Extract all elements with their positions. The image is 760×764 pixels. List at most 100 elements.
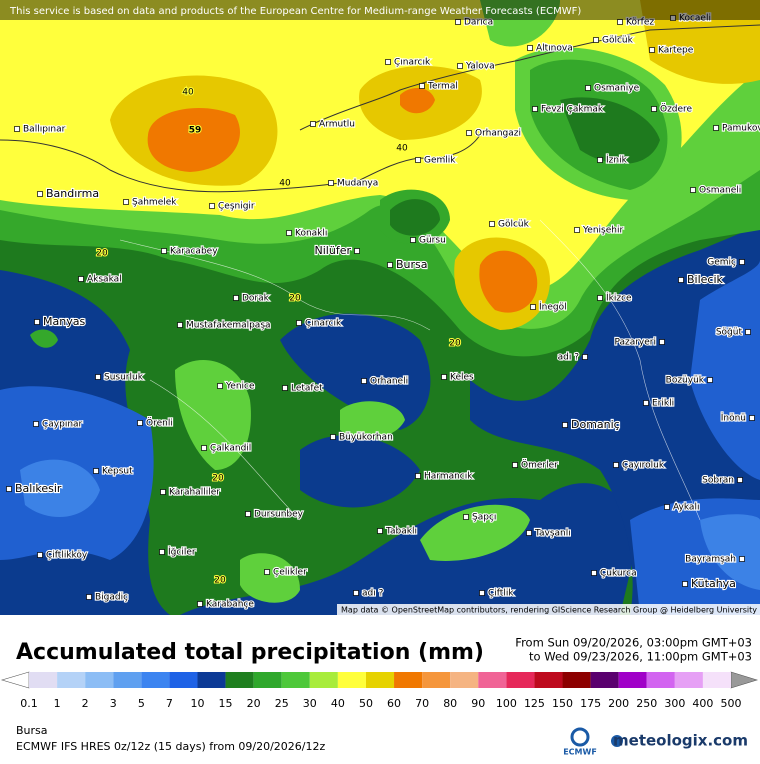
legend-label: 300 bbox=[664, 697, 685, 710]
legend-swatch bbox=[646, 672, 675, 688]
city-marker bbox=[233, 295, 239, 301]
city-marker bbox=[457, 63, 463, 69]
contour-label: 40 bbox=[182, 88, 194, 98]
legend-swatch bbox=[29, 672, 58, 688]
city-label: Ömerler bbox=[521, 460, 558, 471]
city-label: Bursa bbox=[396, 258, 428, 271]
city-label: Çiftlikköy bbox=[46, 551, 88, 561]
legend-swatch bbox=[113, 672, 142, 688]
city-marker bbox=[582, 354, 588, 360]
legend-swatch bbox=[394, 672, 423, 688]
legend-swatch bbox=[309, 672, 338, 688]
city-marker bbox=[385, 59, 391, 65]
city-label: Bozüyük bbox=[666, 376, 705, 386]
city-label: Karacabey bbox=[170, 247, 218, 257]
city-marker bbox=[713, 125, 719, 131]
city-label: Pazaryeri bbox=[614, 338, 656, 348]
legend-label: 200 bbox=[608, 697, 629, 710]
city-label: adı ? bbox=[558, 353, 580, 363]
city-label: Aykalı bbox=[673, 503, 699, 513]
city-marker bbox=[678, 277, 684, 283]
city-marker bbox=[197, 601, 203, 607]
city-label: İnönü bbox=[721, 413, 746, 424]
legend-arrow-high bbox=[730, 671, 759, 689]
city-marker bbox=[749, 415, 755, 421]
city-label: Çınarcık bbox=[305, 319, 342, 329]
legend-label: 125 bbox=[524, 697, 545, 710]
city-marker bbox=[670, 15, 676, 21]
city-marker bbox=[737, 477, 743, 483]
city-marker bbox=[34, 319, 40, 325]
city-marker bbox=[574, 227, 580, 233]
city-marker bbox=[664, 504, 670, 510]
city-marker bbox=[597, 157, 603, 163]
city-label: Harmancık bbox=[424, 472, 473, 482]
notice-bar bbox=[0, 0, 760, 20]
notice: This service is based on data and produc… bbox=[9, 6, 581, 17]
city-marker bbox=[377, 528, 383, 534]
city-label: Gemlik bbox=[424, 156, 456, 166]
legend-swatch bbox=[141, 672, 170, 688]
city-marker bbox=[286, 230, 292, 236]
city-marker bbox=[387, 262, 393, 268]
contour-label: 20 bbox=[212, 474, 224, 484]
city-marker bbox=[682, 581, 688, 587]
city-marker bbox=[37, 552, 43, 558]
legend-swatch bbox=[225, 672, 254, 688]
city-marker bbox=[707, 377, 713, 383]
city-marker bbox=[466, 130, 472, 136]
city-marker bbox=[177, 322, 183, 328]
city-label: Yenişehir bbox=[582, 226, 623, 236]
city-marker bbox=[617, 19, 623, 25]
city-marker bbox=[310, 121, 316, 127]
legend-swatch bbox=[57, 672, 86, 688]
city-marker bbox=[591, 570, 597, 576]
city-label: Dursunbey bbox=[254, 510, 304, 520]
legend-label: 70 bbox=[415, 697, 429, 710]
legend-swatch bbox=[169, 672, 198, 688]
legend-label: 3 bbox=[110, 697, 117, 710]
city-label: Altınova bbox=[536, 44, 573, 54]
legend-label: 0.1 bbox=[20, 697, 38, 710]
city-label: Erikli bbox=[652, 399, 674, 409]
city-marker bbox=[354, 248, 360, 254]
city-label: Bilecik bbox=[687, 273, 724, 286]
city-marker bbox=[6, 486, 12, 492]
city-label: Sobran bbox=[702, 476, 734, 486]
city-label: Gölcük bbox=[498, 220, 530, 230]
legend-swatch bbox=[85, 672, 114, 688]
contour-label: 40 bbox=[396, 144, 408, 154]
city-marker bbox=[419, 83, 425, 89]
city-marker bbox=[455, 19, 461, 25]
city-label: Çalkandil bbox=[210, 444, 251, 454]
city-marker bbox=[489, 221, 495, 227]
legend-label: 500 bbox=[721, 697, 742, 710]
legend-label: 60 bbox=[387, 697, 401, 710]
legend-swatch bbox=[618, 672, 647, 688]
city-marker bbox=[282, 385, 288, 391]
legend-label: 175 bbox=[580, 697, 601, 710]
attribution: Map data © OpenStreetMap contributors, r… bbox=[341, 606, 757, 615]
legend-swatch bbox=[422, 672, 451, 688]
legend-swatch bbox=[337, 672, 366, 688]
city-label: Letafet bbox=[291, 384, 323, 394]
contour-label: 40 bbox=[279, 179, 291, 189]
legend-label: 100 bbox=[496, 697, 517, 710]
legend-label: 90 bbox=[471, 697, 485, 710]
city-label: Balıkesir bbox=[15, 482, 62, 495]
city-marker bbox=[690, 187, 696, 193]
city-marker bbox=[201, 445, 207, 451]
city-marker bbox=[597, 295, 603, 301]
legend-label: 10 bbox=[190, 697, 204, 710]
legend-swatch bbox=[590, 672, 619, 688]
city-label: Yalova bbox=[465, 62, 495, 72]
ecmwf-logo: ECMWF bbox=[563, 748, 597, 757]
city-label: Manyas bbox=[43, 315, 85, 328]
city-marker bbox=[649, 47, 655, 53]
city-marker bbox=[415, 473, 421, 479]
attribution-bg bbox=[337, 604, 760, 615]
city-label: Örenli bbox=[146, 418, 173, 429]
city-marker bbox=[479, 590, 485, 596]
period-to: to Wed 09/23/2026, 11:00pm GMT+03 bbox=[529, 650, 752, 664]
city-marker bbox=[512, 462, 518, 468]
